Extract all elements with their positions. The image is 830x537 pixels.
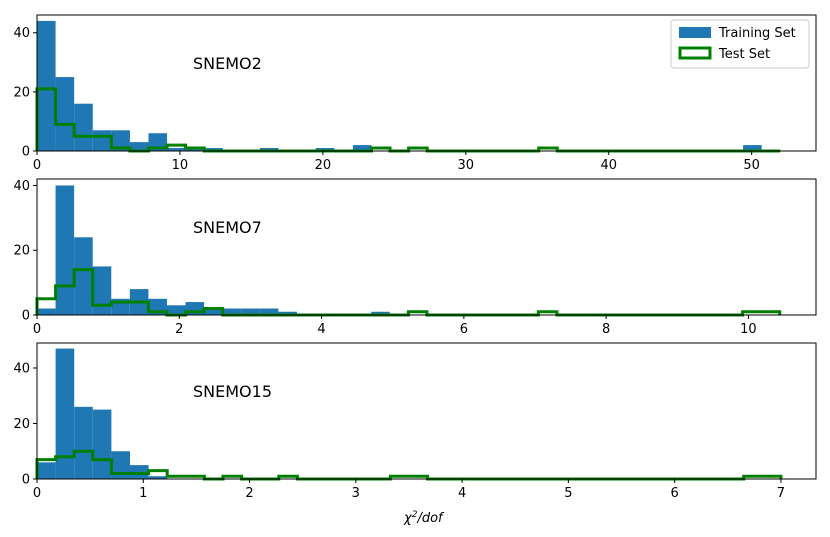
training-bar-snemo2-0 <box>37 20 56 151</box>
legend: Training Set Test Set <box>670 19 810 69</box>
training-bar-snemo2-5 <box>129 142 149 151</box>
y-tick-label-snemo15-40: 40 <box>13 361 30 376</box>
x-tick-label-snemo15-1: 1 <box>139 486 147 501</box>
y-tick-label-snemo2-40: 40 <box>13 26 30 41</box>
training-bar-snemo15-2 <box>74 406 93 479</box>
x-axis-label-dof: /dof <box>416 511 445 526</box>
training-bar-snemo2-4 <box>111 130 130 151</box>
y-tick-label-snemo15-20: 20 <box>13 417 30 432</box>
training-bar-snemo7-18 <box>371 311 390 315</box>
x-axis-label-chi: χ <box>403 511 413 526</box>
x-tick-label-snemo15-5: 5 <box>564 486 572 501</box>
training-bar-snemo15-1 <box>55 348 75 479</box>
training-bar-snemo7-2 <box>74 237 93 315</box>
x-axis-label-superscript: 2 <box>412 510 418 520</box>
training-bar-snemo15-6 <box>148 476 168 479</box>
training-bar-snemo2-3 <box>92 130 112 151</box>
x-tick-label-snemo2-50: 50 <box>743 158 760 173</box>
x-tick-label-snemo15-7: 7 <box>777 486 785 501</box>
x-tick-label-snemo2-0: 0 <box>33 158 41 173</box>
x-tick-label-snemo15-6: 6 <box>671 486 679 501</box>
y-tick-label-snemo7-0: 0 <box>22 309 30 324</box>
x-tick-label-snemo2-10: 10 <box>172 158 189 173</box>
training-bar-snemo7-3 <box>92 266 112 315</box>
y-tick-label-snemo7-20: 20 <box>13 244 30 259</box>
training-bar-snemo15-0 <box>37 462 56 479</box>
axes-snemo15: 0 1 2 3 4 5 6 7 0 20 40 <box>13 342 817 501</box>
axes-frame-snemo2 <box>36 14 817 152</box>
legend-label-training: Training Set <box>718 26 796 41</box>
panel-label-snemo7: SNEMO7 <box>193 218 262 237</box>
x-tick-label-snemo15-0: 0 <box>33 486 41 501</box>
legend-swatch-training <box>679 27 711 38</box>
panel-snemo15: 0 1 2 3 4 5 6 7 0 20 40 SNEMO15 <box>13 342 817 501</box>
x-tick-label-snemo7-2: 2 <box>175 322 183 337</box>
training-bar-snemo7-11 <box>241 308 260 315</box>
training-bar-snemo7-1 <box>55 185 75 315</box>
x-tick-label-snemo2-20: 20 <box>315 158 332 173</box>
x-tick-label-snemo7-10: 10 <box>740 322 757 337</box>
x-tick-label-snemo7-4: 4 <box>317 322 325 337</box>
x-tick-label-snemo2-40: 40 <box>600 158 617 173</box>
legend-label-test: Test Set <box>718 47 770 62</box>
x-tick-label-snemo2-30: 30 <box>458 158 475 173</box>
panel-label-snemo15: SNEMO15 <box>193 382 272 401</box>
x-tick-label-snemo7-8: 8 <box>602 322 610 337</box>
y-tick-label-snemo15-0: 0 <box>22 473 30 488</box>
training-bar-snemo7-13 <box>278 311 297 315</box>
x-axis-label: χ2/dof <box>403 510 445 526</box>
y-tick-label-snemo7-40: 40 <box>13 179 30 194</box>
x-tick-label-snemo7-0: 0 <box>33 322 41 337</box>
training-bar-snemo2-17 <box>352 145 372 151</box>
training-bar-snemo7-7 <box>166 305 186 315</box>
axes-snemo7: 0 2 4 6 8 10 0 20 40 <box>13 178 817 337</box>
training-bar-snemo2-2 <box>74 103 93 151</box>
x-tick-label-snemo15-2: 2 <box>245 486 253 501</box>
training-bar-snemo2-1 <box>55 77 75 151</box>
training-bar-snemo15-3 <box>92 409 112 479</box>
panel-label-snemo2: SNEMO2 <box>193 54 262 73</box>
x-tick-label-snemo15-4: 4 <box>458 486 466 501</box>
y-tick-label-snemo2-0: 0 <box>22 145 30 160</box>
training-bar-snemo7-12 <box>259 308 279 315</box>
training-bar-snemo7-10 <box>222 308 242 315</box>
y-tick-label-snemo2-20: 20 <box>13 85 30 100</box>
x-tick-label-snemo7-6: 6 <box>460 322 468 337</box>
panel-snemo7: 0 2 4 6 8 10 0 20 40 SNEMO7 <box>13 178 817 337</box>
training-bar-snemo2-7 <box>167 148 186 151</box>
panel-snemo2: 0 10 20 30 40 50 0 20 40 SNEMO2 <box>13 14 817 173</box>
axes-snemo2: 0 10 20 30 40 50 0 20 40 <box>13 14 817 173</box>
training-bar-snemo7-9 <box>204 308 223 315</box>
axes-frame-snemo15 <box>36 342 817 480</box>
x-tick-label-snemo15-3: 3 <box>352 486 360 501</box>
legend-swatch-test <box>678 46 712 60</box>
axes-frame-snemo7 <box>36 178 817 316</box>
training-bar-snemo7-0 <box>37 308 56 315</box>
training-bar-snemo2-38 <box>743 145 762 151</box>
